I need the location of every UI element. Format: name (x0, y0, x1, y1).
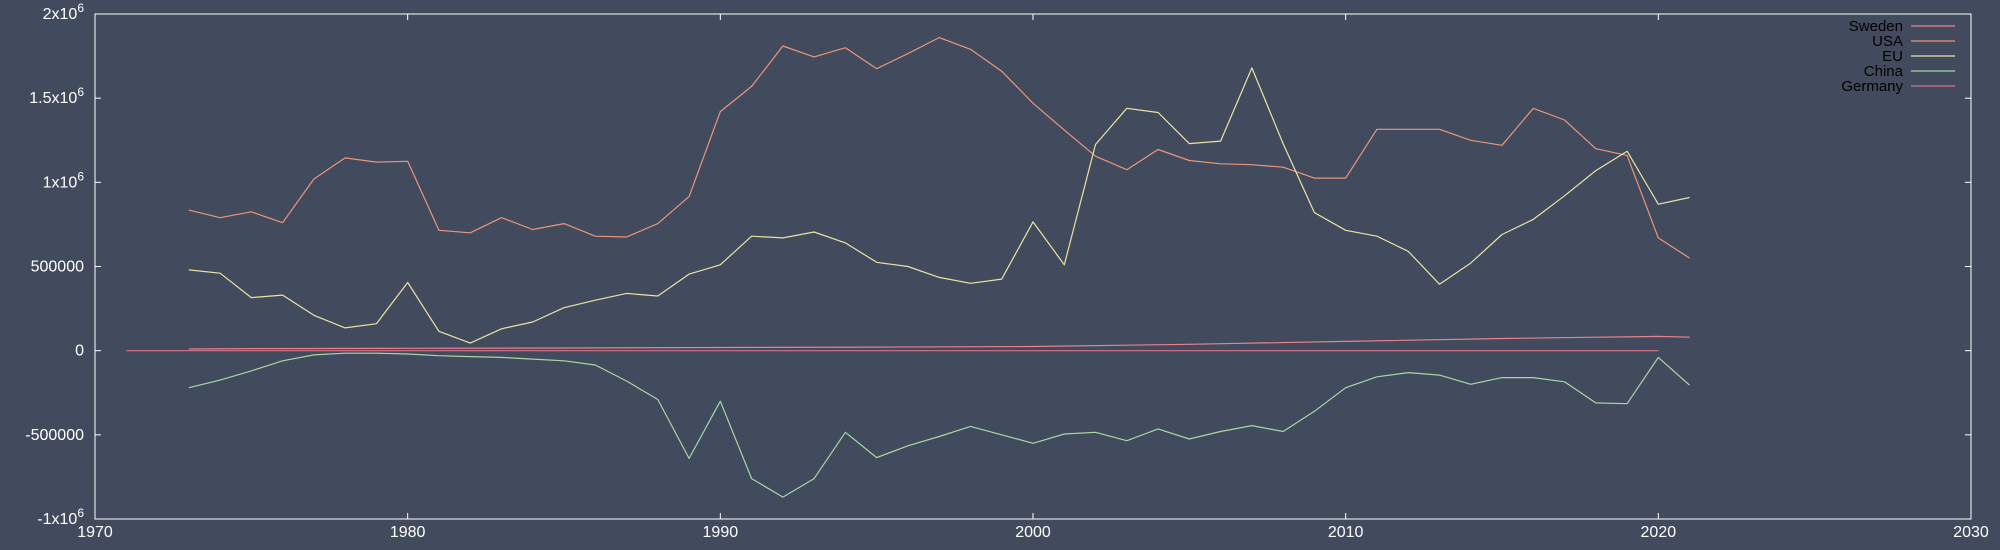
series-line-china (188, 352, 1690, 498)
y-tick-label: -500000 (25, 427, 84, 444)
y-tick-label: 0 (75, 343, 84, 360)
y-tick-base: 0 (75, 343, 84, 360)
y-tick-exponent: 6 (77, 1, 84, 15)
y-tick-base: -1x10 (37, 511, 77, 528)
legend-label-sweden: Sweden (1849, 18, 1903, 35)
y-tick-label: -1x106 (37, 506, 84, 528)
series-line-usa (188, 36, 1690, 259)
legend-label-usa: USA (1872, 33, 1903, 50)
y-tick-base: -500000 (25, 427, 84, 444)
legend-label-germany: Germany (1841, 78, 1903, 95)
x-tick-label: 2000 (1015, 524, 1051, 541)
y-tick-base: 1.5x10 (29, 90, 77, 107)
y-tick-label: 500000 (31, 259, 84, 276)
x-tick-label: 2030 (1953, 524, 1989, 541)
x-tick-label: 1970 (77, 524, 113, 541)
x-tick-label: 1980 (390, 524, 426, 541)
y-tick-base: 1x10 (43, 174, 78, 191)
y-tick-base: 2x10 (43, 6, 78, 23)
legend-label-eu: EU (1882, 48, 1903, 65)
series-line-eu (188, 67, 1690, 344)
y-tick-label: 1.5x106 (29, 85, 84, 107)
x-tick-label: 2010 (1328, 524, 1364, 541)
axis-ticks: 1970 1980 1990 2000 2010 2020 20302x1061.5x106… (25, 1, 1989, 541)
legend-label-china: China (1864, 63, 1904, 80)
y-tick-exponent: 6 (77, 506, 84, 520)
y-tick-base: 500000 (31, 259, 84, 276)
x-tick-label: 2020 (1641, 524, 1677, 541)
y-tick-label: 2x106 (43, 1, 85, 23)
y-tick-label: 1x106 (43, 169, 85, 191)
series-line-sweden (188, 335, 1690, 350)
series-lines (126, 36, 1690, 498)
x-tick-label: 1990 (703, 524, 739, 541)
y-tick-exponent: 6 (77, 169, 84, 183)
y-tick-exponent: 6 (77, 85, 84, 99)
